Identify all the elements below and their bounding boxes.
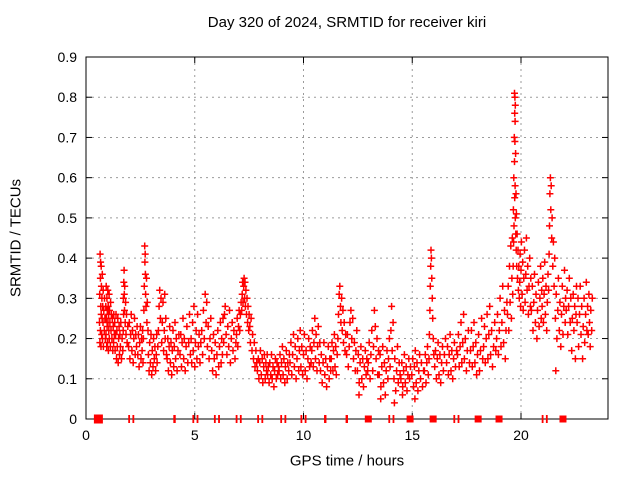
zero-marker-tick <box>218 415 220 423</box>
y-tick-label: 0.5 <box>58 210 78 226</box>
zero-marker-tick <box>457 415 460 423</box>
y-tick-label: 0.4 <box>58 250 78 266</box>
zero-marker-tick <box>324 415 327 423</box>
zero-marker-tick <box>388 415 391 423</box>
zero-marker-tick <box>280 415 283 423</box>
zero-marker-tick <box>300 415 303 423</box>
zero-marker-square <box>93 414 103 424</box>
x-tick-label: 15 <box>404 427 420 443</box>
chart-title: Day 320 of 2024, SRMTID for receiver kir… <box>207 14 487 31</box>
y-tick-label: 0.1 <box>58 371 78 387</box>
zero-marker-tick <box>132 415 135 423</box>
y-tick-label: 0.9 <box>58 49 78 65</box>
zero-marker-tick <box>392 415 395 423</box>
zero-marker-tick <box>453 415 456 423</box>
zero-marker-square <box>364 415 372 423</box>
x-tick-label: 5 <box>191 427 199 443</box>
zero-marker-square <box>559 415 567 423</box>
zero-marker-square <box>495 415 503 423</box>
y-tick-label: 0.8 <box>58 89 78 105</box>
zero-marker-tick <box>345 415 348 423</box>
zero-marker-tick <box>173 415 176 423</box>
scatter-points <box>96 89 596 407</box>
x-tick-label: 0 <box>82 427 90 443</box>
y-tick-label: 0 <box>69 411 77 427</box>
y-tick-label: 0.2 <box>58 331 78 347</box>
x-tick-label: 20 <box>513 427 529 443</box>
y-tick-label: 0.6 <box>58 170 78 186</box>
zero-marker-tick <box>192 415 195 423</box>
zero-marker-square <box>406 415 414 423</box>
zero-marker-tick <box>304 415 307 423</box>
zero-marker-square <box>429 415 437 423</box>
zero-marker-tick <box>541 415 544 423</box>
y-tick-label: 0.3 <box>58 290 78 306</box>
zero-marker-square <box>474 415 482 423</box>
zero-marker-tick <box>235 415 238 423</box>
x-axis-label: GPS time / hours <box>289 452 405 470</box>
x-tick-label: 10 <box>296 427 312 443</box>
zero-marker-tick <box>196 415 199 423</box>
y-tick-label: 0.7 <box>58 129 78 145</box>
zero-marker-tick <box>213 415 216 423</box>
zero-marker-tick <box>284 415 287 423</box>
zero-marker-tick <box>239 415 242 423</box>
zero-marker-tick <box>261 415 264 423</box>
zero-marker-tick <box>257 415 260 423</box>
zero-marker-tick <box>545 415 548 423</box>
zero-marker-tick <box>128 415 131 423</box>
